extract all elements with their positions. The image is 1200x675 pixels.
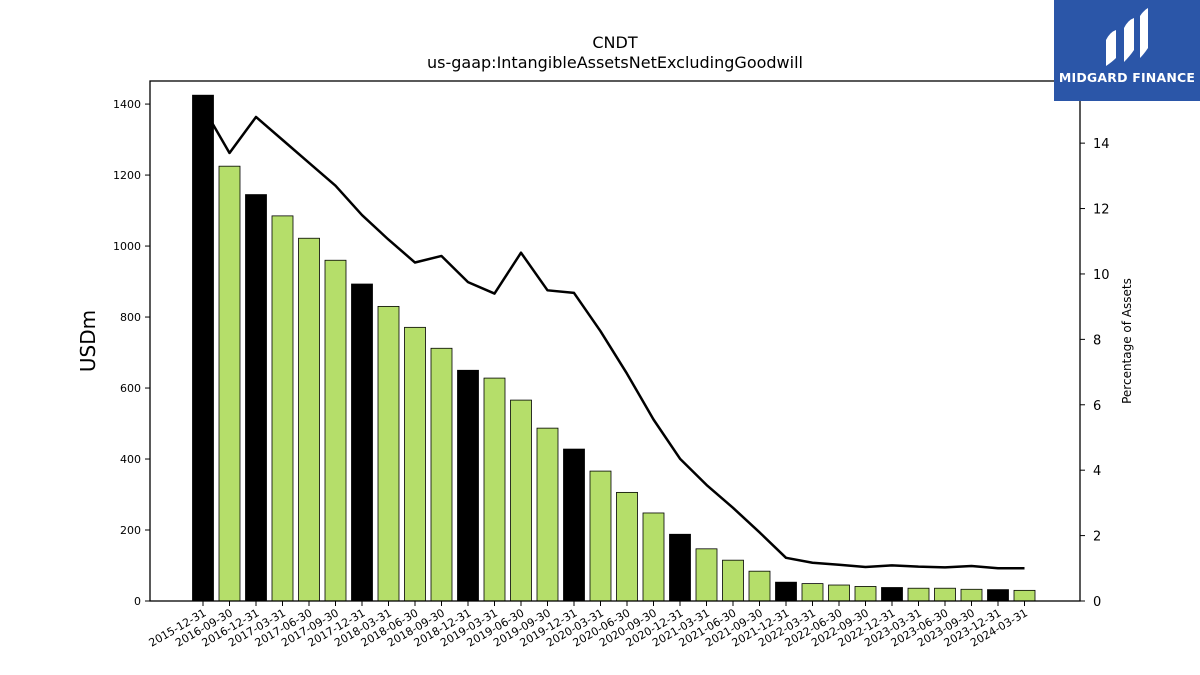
y-tick-label-right: 4	[1093, 464, 1101, 479]
bar-2020-12-31	[669, 533, 691, 602]
y-tick-label-right: 6	[1093, 399, 1101, 414]
bar-2022-09-30	[854, 586, 877, 602]
bar-2022-06-30	[828, 584, 850, 602]
midgard-finance-logo: MIDGARD FINANCE	[1054, 0, 1200, 101]
bar-2016-12-31	[245, 194, 267, 602]
bar-2018-12-31	[457, 369, 479, 602]
bar-2016-09-30	[218, 165, 241, 602]
bar-2018-03-31	[377, 305, 400, 602]
bars-group	[192, 94, 1036, 602]
bar-2017-12-31	[351, 283, 373, 602]
y-axis-left: 0 200 400 600 800 1000 1200 1400	[113, 98, 150, 608]
bar-2022-12-31	[881, 587, 903, 602]
y-tick-label-left: 800	[120, 311, 141, 324]
y-tick-label-right: 14	[1093, 137, 1110, 152]
bar-2023-03-31	[907, 587, 930, 602]
x-axis: 2015-12-312016-09-302016-12-312017-03-31…	[147, 601, 1030, 650]
bar-2020-06-30	[616, 491, 638, 602]
bar-2021-03-31	[695, 548, 718, 602]
bar-2017-06-30	[298, 237, 320, 602]
y-tick-label-right: 2	[1093, 530, 1101, 545]
bar-2015-12-31	[192, 94, 214, 602]
y-tick-label-right: 10	[1093, 268, 1110, 283]
bar-2018-09-30	[430, 347, 453, 602]
y-axis-label-left: USDm	[76, 310, 100, 372]
bar-2024-03-31	[1013, 589, 1036, 602]
y-tick-label-left: 1400	[113, 98, 141, 111]
y-axis-label-right: Percentage of Assets	[1120, 278, 1134, 404]
y-tick-label-left: 1200	[113, 169, 141, 182]
logo-mark-icon	[1106, 8, 1148, 66]
bar-2019-06-30	[510, 399, 532, 602]
y-axis-right: 0 2 4 6 8 10 12 14	[1080, 137, 1110, 610]
bar-2023-12-31	[987, 589, 1009, 602]
percentage-line	[201, 106, 1025, 570]
bar-2023-06-30	[934, 587, 956, 602]
y-tick-label-left: 0	[134, 595, 141, 608]
bar-2021-09-30	[748, 570, 771, 602]
bar-2023-09-30	[960, 588, 983, 602]
bar-2022-03-31	[801, 583, 824, 602]
plot-frame	[149, 80, 1081, 602]
bar-2021-12-31	[775, 581, 797, 602]
bar-2021-06-30	[722, 559, 744, 602]
line-group	[201, 106, 1025, 570]
chart-subtitle: us-gaap:IntangibleAssetsNetExcludingGood…	[427, 53, 803, 72]
bar-2017-09-30	[324, 259, 347, 602]
bar-2019-03-31	[483, 377, 506, 602]
chart-title: CNDT	[592, 33, 637, 52]
logo-text: MIDGARD FINANCE	[1058, 70, 1196, 85]
bar-2020-03-31	[589, 470, 612, 602]
y-tick-label-right: 0	[1093, 595, 1101, 610]
y-tick-label-right: 8	[1093, 333, 1101, 348]
bar-2020-09-30	[642, 512, 665, 602]
y-tick-label-left: 200	[120, 524, 141, 537]
bar-2019-12-31	[563, 448, 585, 602]
y-tick-label-left: 400	[120, 453, 141, 466]
bar-2017-03-31	[271, 215, 294, 602]
y-tick-label-left: 1000	[113, 240, 141, 253]
bar-2018-06-30	[404, 326, 426, 602]
y-tick-label-left: 600	[120, 382, 141, 395]
y-tick-label-right: 12	[1093, 203, 1110, 218]
bar-2019-09-30	[536, 427, 559, 602]
